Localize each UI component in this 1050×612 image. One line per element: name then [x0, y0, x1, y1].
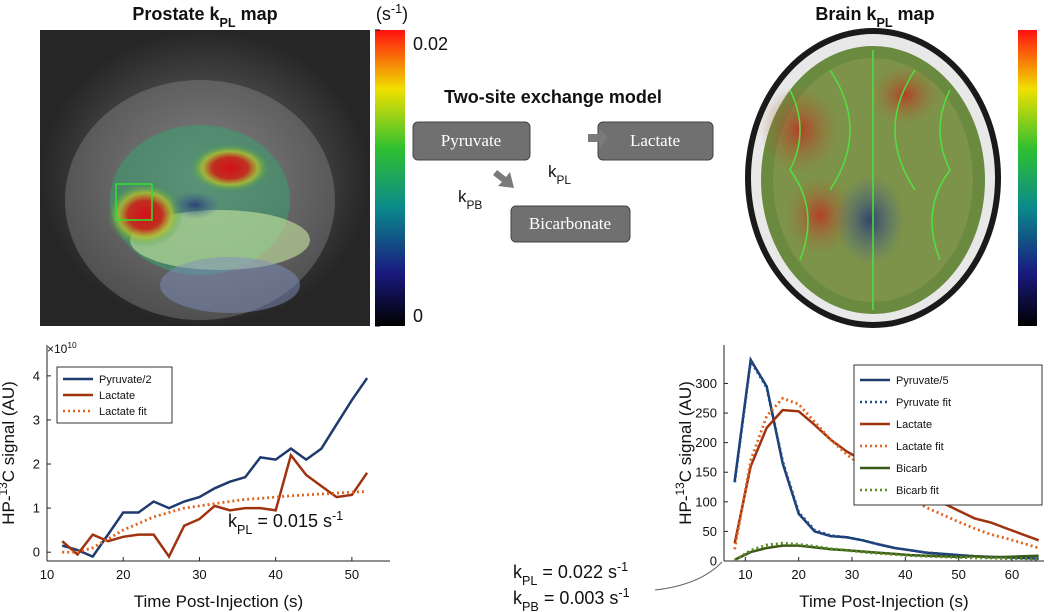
legend-box [853, 364, 1043, 506]
panel-title: Prostate kPL map [132, 4, 277, 30]
y-tick-label: 4 [33, 368, 40, 383]
text-part: 13 [0, 482, 10, 496]
series-line [733, 356, 1039, 560]
y-tick-label: 250 [695, 406, 717, 421]
colorbar-label: 0 [413, 306, 423, 326]
x-tick-label: 20 [116, 567, 130, 582]
x-tick-label: 60 [1005, 567, 1019, 582]
text-part: C signal (AU) [676, 381, 695, 482]
node-label: Bicarbonate [529, 214, 611, 233]
text-part: k [513, 562, 523, 582]
y-tick-label: 3 [33, 412, 40, 427]
x-tick-label: 30 [845, 567, 859, 582]
legend-label: Lactate [896, 419, 932, 431]
legend-label: Bicarb fit [896, 485, 939, 497]
text-part: PL [876, 16, 892, 30]
legend-label: Lactate [99, 390, 135, 402]
text-part: k [513, 588, 523, 608]
text-part: k [458, 187, 467, 206]
text-part: PB [522, 600, 539, 612]
text-part: = 0.003 s [539, 588, 619, 608]
series-line [61, 452, 369, 560]
legend-label: Pyruvate/5 [896, 375, 949, 387]
text-part: PL [219, 16, 235, 30]
edge-label: kPL [548, 162, 571, 187]
x-tick-label: 10 [738, 567, 752, 582]
text-part: Brain k [815, 4, 877, 24]
x-axis-label: Time Post-Injection (s) [799, 592, 968, 611]
x-tick-label: 40 [268, 567, 282, 582]
y-axis-label: HP-13C signal (AU) [0, 381, 18, 525]
diagram-title: Two-site exchange model [444, 87, 662, 107]
legend-label: Bicarb [896, 463, 927, 475]
text-part: k [228, 511, 238, 531]
y-tick-label: 200 [695, 435, 717, 450]
edge-label: kPB [458, 187, 482, 212]
text-part: PB [467, 198, 483, 212]
y-axis-label: HP-13C signal (AU) [673, 381, 695, 525]
legend-label: Lactate fit [896, 441, 944, 453]
text-part: map [893, 4, 935, 24]
node-label: Lactate [630, 131, 680, 150]
panel-title: Brain kPL map [815, 4, 934, 30]
text-part: PL [557, 173, 572, 187]
x-axis-label: Time Post-Injection (s) [134, 592, 303, 611]
legend-label: Lactate fit [99, 406, 147, 418]
y-tick-label: 50 [703, 524, 717, 539]
text-part: ) [402, 4, 408, 24]
x-tick-label: 50 [345, 567, 359, 582]
y-tick-label: 300 [695, 376, 717, 391]
y-tick-label: 2 [33, 457, 40, 472]
text-part: C signal (AU) [0, 381, 18, 482]
y-tick-label: 0 [710, 554, 717, 569]
prostate-image [40, 30, 370, 326]
legend-label: Pyruvate fit [896, 397, 951, 409]
annotation: kPL = 0.022 s-1 [513, 560, 628, 588]
x-tick-label: 50 [951, 567, 965, 582]
y-tick-label: 100 [695, 494, 717, 509]
y-tick-label: 0 [33, 545, 40, 560]
text-part: -1 [618, 586, 629, 600]
text-part: = 0.022 s [537, 562, 617, 582]
text-part: -1 [617, 560, 628, 574]
legend-label: Pyruvate/2 [99, 374, 152, 386]
text-part: 10 [67, 340, 77, 350]
colorbar-unit: (s-1) [376, 2, 408, 24]
text-part: map [236, 4, 278, 24]
text-part: -1 [332, 509, 343, 523]
x-tick-label: 20 [791, 567, 805, 582]
text-part: ×10 [47, 342, 68, 356]
series-line [733, 396, 1040, 550]
text-part: PL [522, 574, 537, 588]
brain-image [730, 28, 1018, 328]
annotation: kPB = 0.003 s-1 [513, 586, 630, 612]
series-line [61, 377, 369, 559]
leader-line [654, 561, 723, 591]
annotation: kPL = 0.015 s-1 [228, 509, 343, 537]
colorbar [1018, 30, 1037, 326]
text-part: = 0.015 s [252, 511, 332, 531]
x-tick-label: 10 [40, 567, 54, 582]
node-label: Pyruvate [441, 131, 501, 150]
text-part: 13 [673, 482, 687, 496]
x-tick-label: 30 [192, 567, 206, 582]
axis-exponent: ×1010 [47, 340, 77, 356]
y-tick-label: 1 [33, 501, 40, 516]
x-tick-label: 40 [898, 567, 912, 582]
text-part: HP- [0, 496, 18, 525]
text-part: HP- [676, 496, 695, 525]
colorbar-label: 0.02 [413, 34, 448, 54]
colorbar [375, 30, 405, 326]
y-tick-label: 150 [695, 465, 717, 480]
series-line [733, 541, 1039, 562]
text-part: (s [376, 4, 391, 24]
text-part: k [548, 162, 557, 181]
text-part: Prostate k [132, 4, 220, 24]
text-part: -1 [391, 2, 402, 16]
diagram [412, 121, 714, 243]
text-part: PL [237, 523, 252, 537]
